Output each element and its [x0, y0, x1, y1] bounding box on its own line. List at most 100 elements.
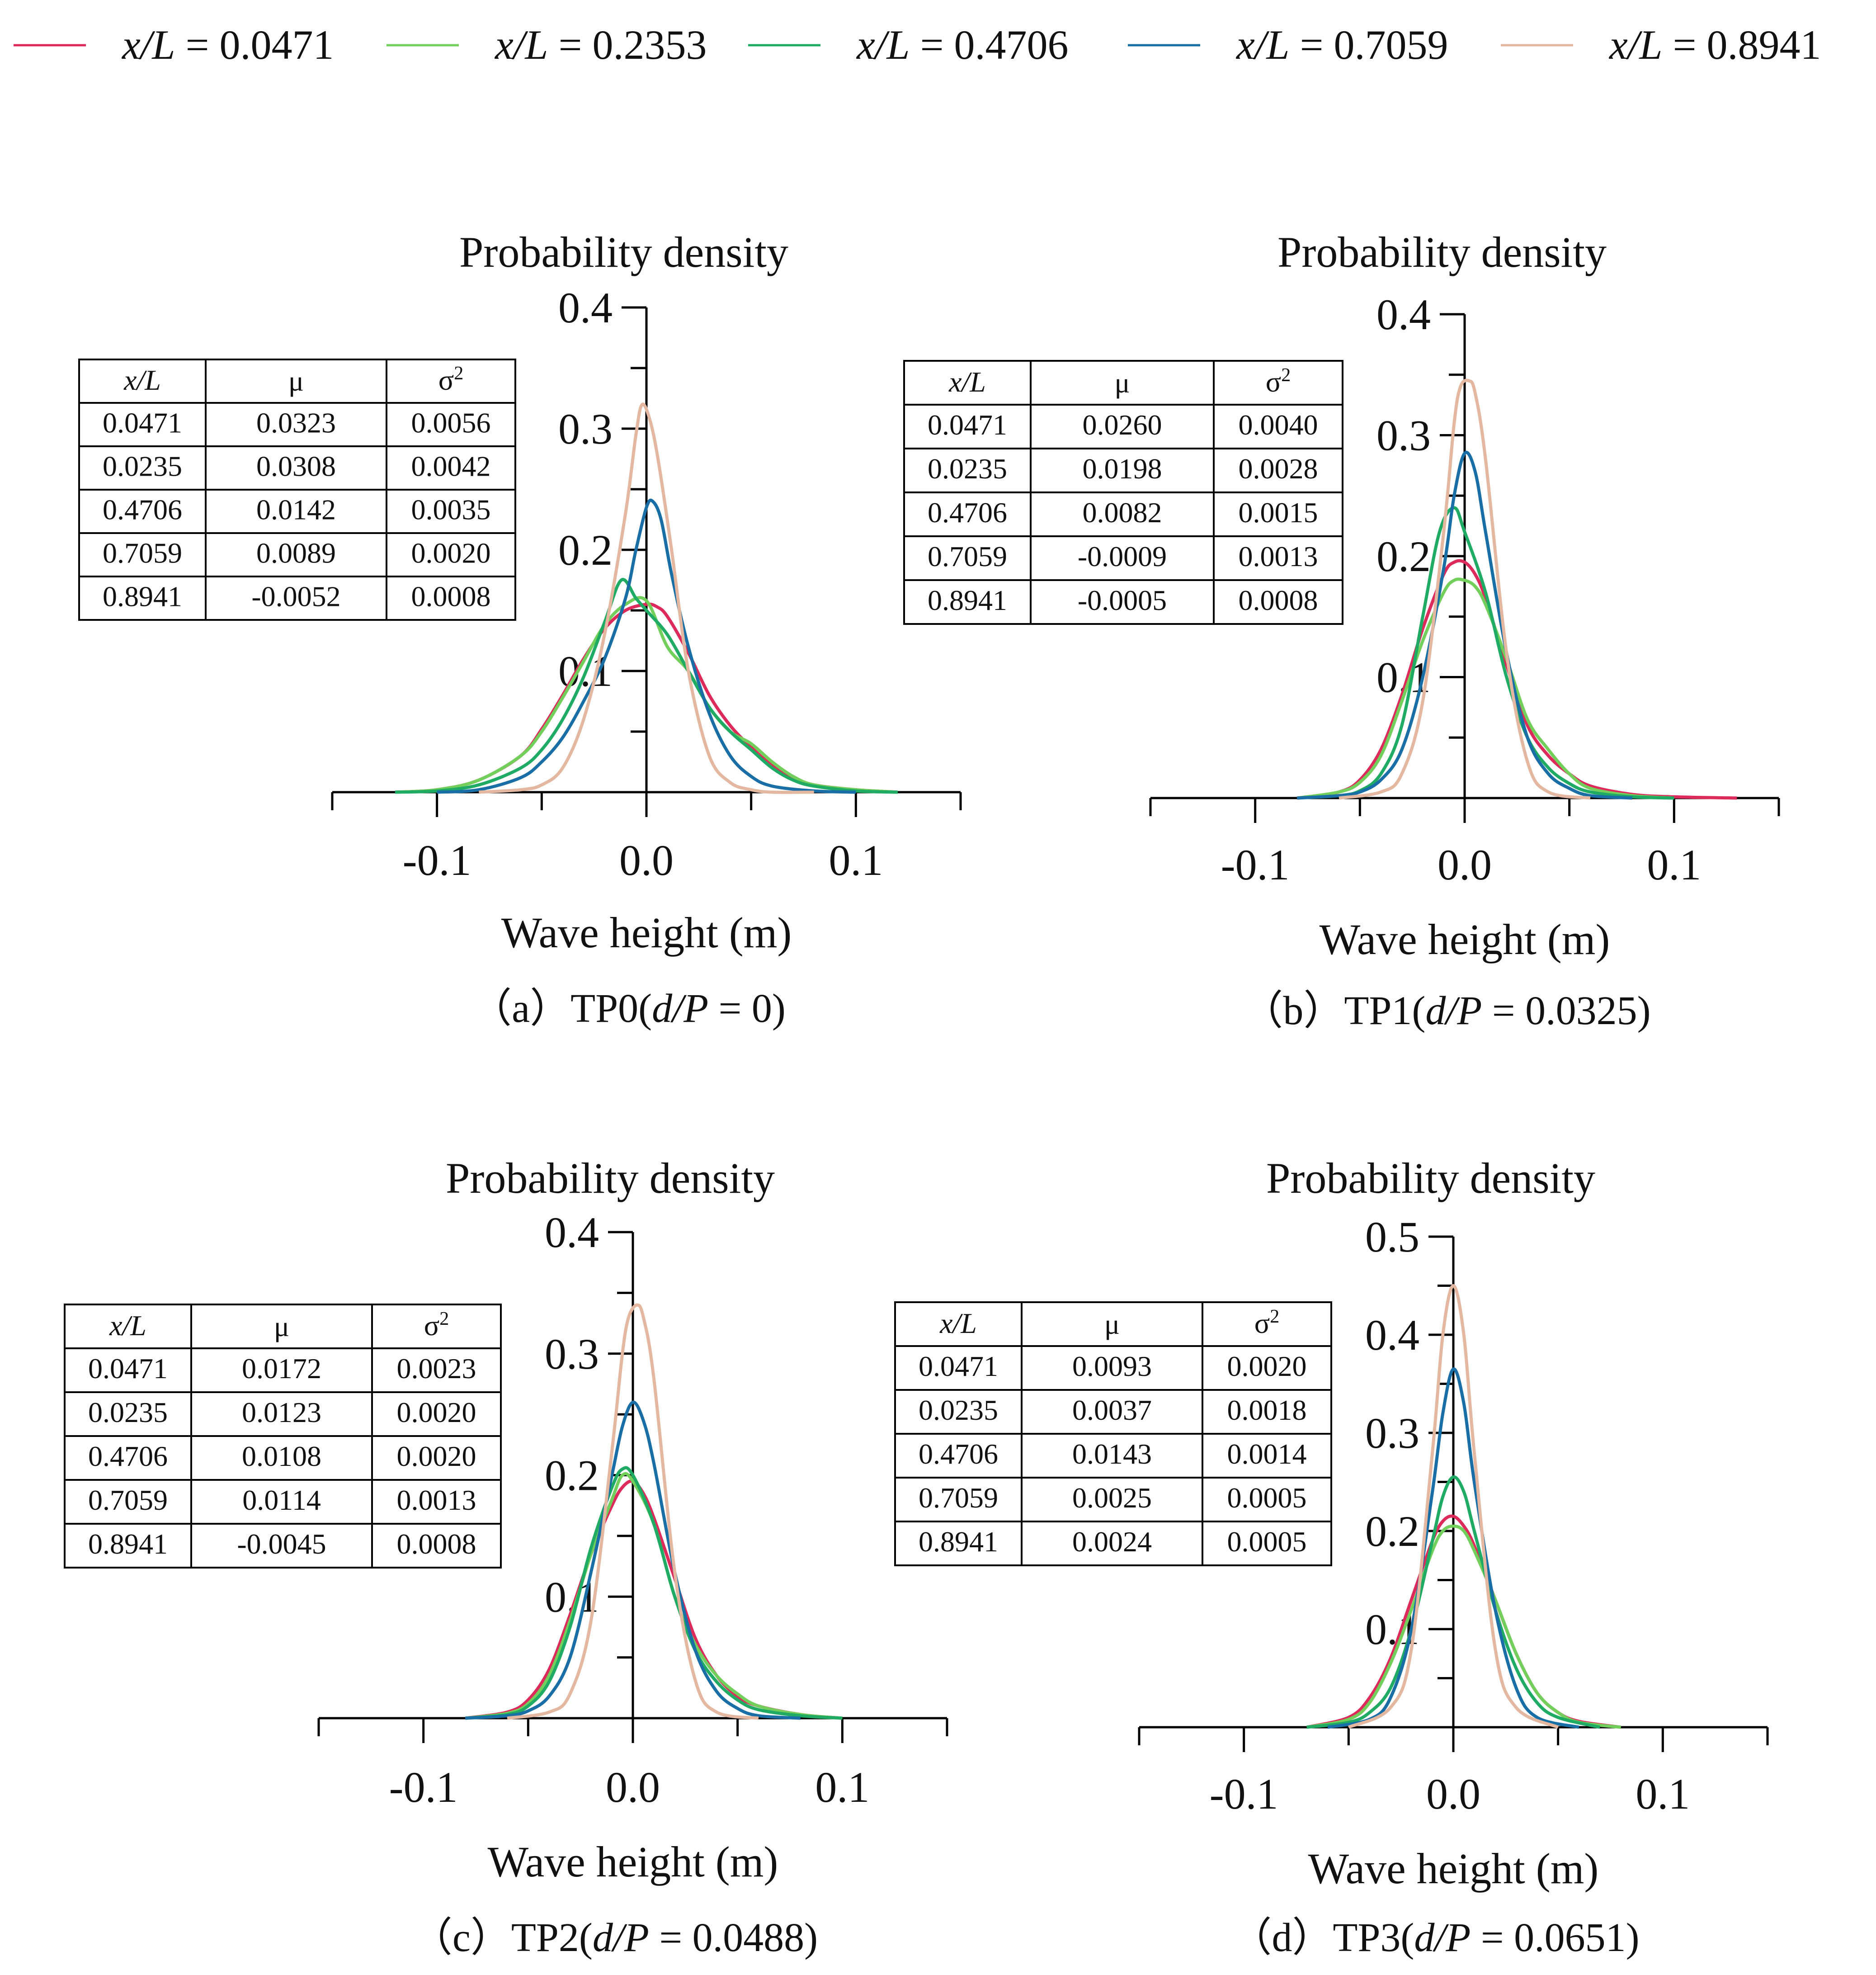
table-cell: 0.0018 — [1227, 1394, 1307, 1426]
table-cell: 0.0142 — [256, 493, 336, 525]
table-cell: 0.4706 — [88, 1440, 168, 1472]
y-tick-label: 0.4 — [558, 283, 613, 332]
legend-label-3: x/L = 0.7059 — [1235, 22, 1448, 68]
table-cell: 0.0308 — [256, 450, 336, 482]
table-header-xl: x/L — [109, 1309, 146, 1342]
table-cell: 0.7059 — [88, 1484, 168, 1516]
table-cell: 0.0172 — [242, 1352, 321, 1384]
x-tick-label: -0.1 — [403, 836, 471, 884]
table-cell: 0.0082 — [1083, 496, 1162, 529]
y-tick-label: 0.5 — [1365, 1213, 1419, 1261]
y-tick-label: 0.3 — [558, 405, 613, 453]
x-axis-label: Wave height (m) — [501, 908, 792, 957]
table-cell: 0.0471 — [88, 1352, 168, 1384]
table-cell: 0.0123 — [242, 1396, 321, 1428]
table-cell: 0.0014 — [1227, 1438, 1307, 1470]
chart-title: Probability density — [1277, 228, 1607, 276]
table-cell: 0.0015 — [1239, 496, 1318, 529]
x-tick-label: 0.1 — [829, 836, 883, 884]
table-header-xl: x/L — [939, 1307, 977, 1339]
x-tick-label: 0.0 — [619, 836, 674, 884]
series-line-3 — [1327, 1367, 1579, 1729]
table-cell: 0.0035 — [411, 493, 491, 525]
table-cell: 0.0037 — [1072, 1394, 1152, 1426]
stats-table: x/L μ σ2 0.0471 0.0093 0.0020 0.0235 0.0037 0.00… — [894, 1301, 1332, 1566]
series-line-3 — [437, 498, 856, 794]
table-cell: 0.0013 — [1239, 540, 1318, 572]
series-line-1 — [1296, 577, 1674, 800]
table-cell: 0.0028 — [1239, 453, 1318, 485]
y-tick-label: 0.2 — [1365, 1507, 1419, 1555]
table-cell: -0.0005 — [1078, 584, 1167, 616]
table-cell: 0.0020 — [411, 537, 491, 569]
series-line-4 — [507, 1303, 759, 1720]
table-cell: 0.0198 — [1083, 453, 1162, 485]
table-header-mu: μ — [1114, 367, 1130, 399]
series-line-1 — [395, 596, 898, 794]
table-cell: 0.0108 — [242, 1440, 321, 1472]
panel-caption: （b）TP1(d/P = 0.0325) — [1242, 988, 1650, 1033]
y-tick-label: 0.4 — [1376, 290, 1431, 339]
table-cell: 0.0471 — [103, 406, 182, 439]
table-cell: 0.0023 — [397, 1352, 476, 1384]
table-cell: 0.0008 — [411, 580, 491, 612]
series-line-2 — [1306, 1475, 1601, 1729]
legend-label-2: x/L = 0.4706 — [856, 22, 1068, 68]
table-header-sigma: σ2 — [438, 363, 464, 396]
x-axis-label: Wave height (m) — [1308, 1844, 1599, 1893]
x-tick-label: 0.1 — [1647, 841, 1701, 889]
table-cell: 0.0235 — [928, 453, 1007, 485]
table-header-sigma: σ2 — [1254, 1306, 1280, 1339]
table-cell: 0.0056 — [411, 406, 491, 439]
series-line-1 — [465, 1472, 843, 1720]
table-cell: 0.8941 — [88, 1528, 168, 1560]
x-tick-label: 0.1 — [815, 1763, 869, 1811]
table-header-sigma: σ2 — [424, 1309, 449, 1342]
table-cell: 0.4706 — [103, 493, 182, 525]
table-header-xl: x/L — [123, 364, 161, 396]
x-tick-label: -0.1 — [1221, 841, 1290, 889]
table-header-xl: x/L — [948, 366, 986, 398]
series-line-3 — [1297, 451, 1632, 800]
x-tick-label: -0.1 — [389, 1763, 458, 1811]
table-header-sigma: σ2 — [1266, 365, 1291, 398]
y-tick-label: 0.2 — [1376, 532, 1431, 581]
table-cell: 0.0235 — [88, 1396, 168, 1428]
y-tick-label: 0.3 — [1376, 411, 1431, 460]
table-cell: 0.0093 — [1072, 1350, 1152, 1382]
x-tick-label: 0.0 — [1426, 1770, 1480, 1818]
table-cell: 0.0235 — [919, 1394, 998, 1426]
table-cell: 0.0020 — [1227, 1350, 1307, 1382]
table-cell: 0.0020 — [397, 1396, 476, 1428]
chart-title: Probability density — [446, 1154, 775, 1202]
table-cell: 0.0260 — [1083, 409, 1162, 441]
table-cell: 0.8941 — [919, 1526, 998, 1558]
legend-label-4: x/L = 0.8941 — [1608, 22, 1821, 68]
y-tick-label: 0.4 — [545, 1208, 599, 1257]
table-cell: 0.0471 — [928, 409, 1007, 441]
table-cell: 0.7059 — [919, 1482, 998, 1514]
table-cell: 0.0323 — [256, 406, 336, 439]
series-line-0 — [1306, 1514, 1621, 1729]
y-tick-label: 0.4 — [1365, 1311, 1419, 1359]
table-cell: 0.0114 — [242, 1484, 321, 1516]
series-line-0 — [1296, 559, 1737, 800]
y-tick-label: 0.2 — [558, 526, 613, 574]
y-tick-label: 0.3 — [1365, 1409, 1419, 1457]
series-line-2 — [465, 1466, 843, 1720]
stats-table: x/L μ σ2 0.0471 0.0172 0.0023 0.0235 0.0123 0.00… — [64, 1304, 502, 1569]
x-tick-label: 0.1 — [1636, 1770, 1690, 1818]
table-cell: 0.0020 — [397, 1440, 476, 1472]
table-cell: 0.8941 — [103, 580, 182, 612]
legend-label-1: x/L = 0.2353 — [494, 22, 707, 68]
table-cell: 0.0471 — [919, 1350, 998, 1382]
y-tick-label: 0.2 — [545, 1451, 599, 1500]
legend-label-0: x/L = 0.0471 — [121, 22, 334, 68]
y-tick-label: 0.3 — [545, 1330, 599, 1378]
table-cell: 0.0040 — [1239, 409, 1318, 441]
series-line-2 — [1297, 506, 1674, 800]
series-line-4 — [479, 402, 814, 794]
